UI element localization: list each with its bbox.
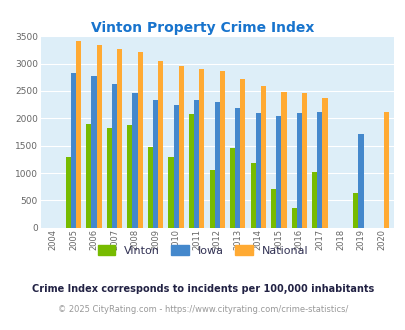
Bar xyxy=(296,113,301,228)
Bar xyxy=(96,45,101,228)
Bar xyxy=(281,91,286,228)
Bar xyxy=(255,114,260,228)
Bar xyxy=(234,109,240,228)
Text: Vinton Property Crime Index: Vinton Property Crime Index xyxy=(91,21,314,35)
Bar xyxy=(214,103,219,228)
Bar xyxy=(209,170,214,228)
Bar xyxy=(260,85,265,228)
Text: © 2025 CityRating.com - https://www.cityrating.com/crime-statistics/: © 2025 CityRating.com - https://www.city… xyxy=(58,305,347,314)
Bar xyxy=(153,100,158,228)
Bar xyxy=(76,41,81,228)
Bar xyxy=(322,98,327,228)
Bar xyxy=(271,189,275,228)
Bar xyxy=(240,79,245,228)
Bar xyxy=(219,71,224,228)
Bar xyxy=(127,125,132,228)
Bar xyxy=(173,105,178,228)
Bar xyxy=(311,172,317,228)
Bar xyxy=(188,114,194,228)
Bar xyxy=(86,124,91,228)
Bar xyxy=(71,74,76,228)
Bar xyxy=(112,84,117,228)
Bar xyxy=(178,66,183,228)
Bar xyxy=(352,193,358,228)
Bar xyxy=(301,93,306,228)
Bar xyxy=(291,208,296,228)
Bar xyxy=(66,157,71,228)
Bar xyxy=(383,112,388,228)
Bar xyxy=(317,112,322,228)
Bar xyxy=(132,93,137,228)
Bar xyxy=(168,157,173,228)
Bar xyxy=(117,49,122,228)
Bar xyxy=(158,61,163,228)
Bar xyxy=(199,69,204,228)
Bar xyxy=(358,134,362,228)
Bar xyxy=(250,163,255,228)
Legend: Vinton, Iowa, National: Vinton, Iowa, National xyxy=(93,241,312,260)
Bar xyxy=(194,100,199,228)
Bar xyxy=(275,115,281,228)
Bar xyxy=(230,148,234,228)
Bar xyxy=(147,147,153,228)
Text: Crime Index corresponds to incidents per 100,000 inhabitants: Crime Index corresponds to incidents per… xyxy=(32,284,373,294)
Bar xyxy=(107,128,112,228)
Bar xyxy=(137,52,143,228)
Bar xyxy=(91,76,96,228)
